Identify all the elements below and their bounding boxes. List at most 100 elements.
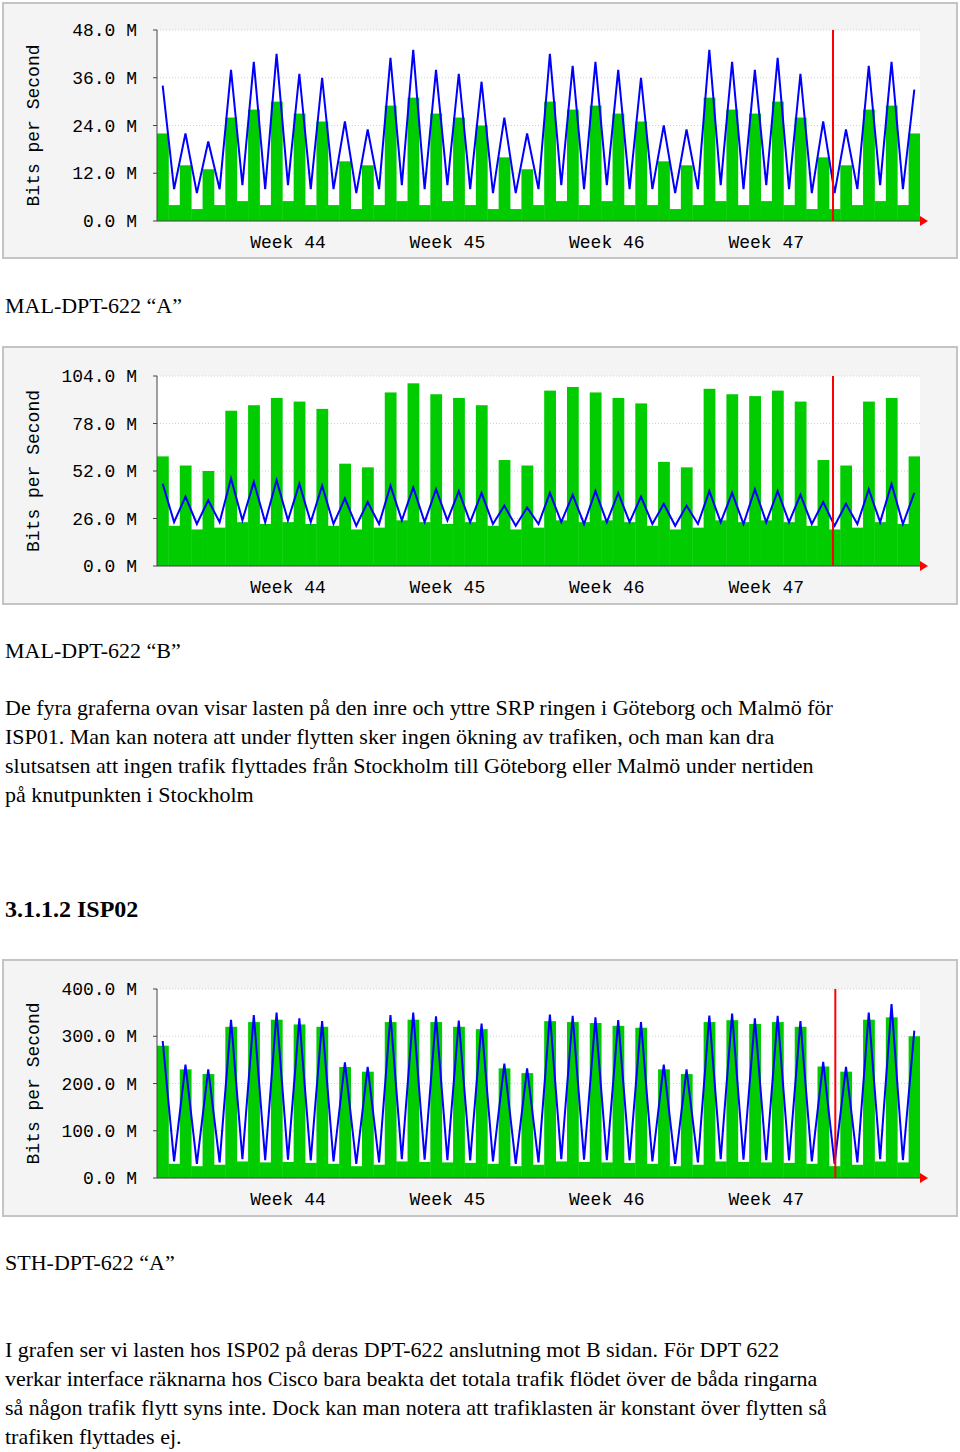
bar	[578, 522, 590, 566]
bar	[168, 1164, 180, 1178]
bar	[692, 205, 704, 221]
bar	[305, 205, 317, 221]
bar	[738, 1162, 750, 1178]
bar	[476, 1029, 488, 1178]
plot-area	[157, 30, 920, 221]
x-tick-label: Week 46	[569, 578, 645, 598]
bar	[191, 529, 203, 566]
bar	[328, 1164, 340, 1178]
x-tick-label: Week 44	[250, 578, 326, 598]
bar	[203, 169, 215, 221]
bar	[396, 520, 408, 566]
bar	[556, 201, 568, 221]
bar	[613, 1026, 625, 1178]
bar	[464, 522, 476, 566]
y-tick-label: 48.0 M	[72, 21, 137, 41]
tick-mark	[153, 221, 157, 222]
y-axis-label: Bits per Second	[24, 390, 44, 552]
bar	[749, 1024, 761, 1178]
bar	[237, 201, 249, 221]
bar	[624, 1163, 636, 1178]
bar	[681, 467, 693, 566]
caption: STH-DPT-622 “A”	[5, 1248, 175, 1277]
tick-mark	[153, 77, 157, 78]
plot-area	[157, 376, 920, 566]
bar	[749, 114, 761, 221]
paragraph-line: slutsatsen att ingen trafik flyttades fr…	[5, 751, 814, 780]
marks	[157, 383, 920, 566]
y-axis	[157, 30, 158, 221]
bar	[590, 392, 602, 566]
bar	[544, 1021, 556, 1178]
bar	[225, 1027, 237, 1178]
x-tick-label: Week 45	[410, 578, 486, 598]
tick-mark	[153, 1036, 157, 1037]
bar	[533, 205, 545, 221]
bar	[818, 157, 830, 221]
grid-line	[157, 376, 920, 377]
bar	[385, 392, 397, 566]
bar	[715, 520, 727, 566]
paragraph-line: De fyra graferna ovan visar lasten på de…	[5, 693, 833, 722]
bar	[168, 205, 180, 221]
bar	[282, 201, 294, 221]
y-tick-label: 0.0 M	[83, 1169, 137, 1189]
bar	[658, 161, 670, 221]
bar	[430, 394, 442, 566]
bar	[613, 398, 625, 566]
x-axis	[157, 566, 920, 567]
bar	[886, 106, 898, 221]
bar	[237, 522, 249, 566]
bar	[419, 1162, 431, 1178]
bar	[225, 118, 237, 221]
bar	[715, 201, 727, 221]
bar	[214, 1165, 226, 1178]
bar	[408, 1020, 420, 1178]
y-axis	[157, 376, 158, 566]
bar	[351, 1166, 363, 1178]
tick-mark	[153, 376, 157, 377]
bar	[795, 402, 807, 566]
tick-mark	[153, 1130, 157, 1131]
bar	[578, 1162, 590, 1178]
bar	[567, 1022, 579, 1178]
bar	[613, 114, 625, 221]
caption: MAL-DPT-622 “A”	[5, 291, 182, 320]
bar	[647, 205, 659, 221]
bar	[157, 133, 169, 221]
paragraph-line: så någon trafik flytt syns inte. Dock ka…	[5, 1393, 827, 1422]
bar	[396, 1161, 408, 1178]
bar	[351, 529, 363, 566]
x-tick-label: Week 47	[728, 578, 804, 598]
bar	[578, 205, 590, 221]
bar	[738, 205, 750, 221]
grid-line	[157, 77, 920, 78]
y-tick-label: 0.0 M	[83, 212, 137, 232]
bar	[442, 1162, 454, 1178]
line	[163, 1004, 915, 1164]
bar	[453, 118, 465, 221]
chart: 0.0 M12.0 M24.0 M36.0 M48.0 MWeek 44Week…	[3, 3, 957, 258]
bar	[419, 205, 431, 221]
bar	[248, 1022, 260, 1178]
bar	[259, 205, 271, 221]
bar	[487, 209, 499, 221]
bar	[521, 466, 533, 566]
bar	[624, 205, 636, 221]
plot-area	[157, 989, 920, 1178]
axis-arrow	[920, 216, 928, 226]
x-tick-label: Week 45	[410, 1190, 486, 1210]
bar	[692, 1165, 704, 1178]
x-tick-label: Week 47	[728, 233, 804, 253]
bar	[772, 102, 784, 221]
x-tick-label: Week 46	[569, 233, 645, 253]
bar	[248, 110, 260, 221]
bar	[168, 526, 180, 566]
bar	[886, 1017, 898, 1178]
x-tick-label: Week 46	[569, 1190, 645, 1210]
bar	[909, 456, 920, 566]
bar	[282, 1162, 294, 1178]
bar	[783, 522, 795, 566]
bar	[681, 1074, 693, 1178]
bar	[453, 1027, 465, 1178]
